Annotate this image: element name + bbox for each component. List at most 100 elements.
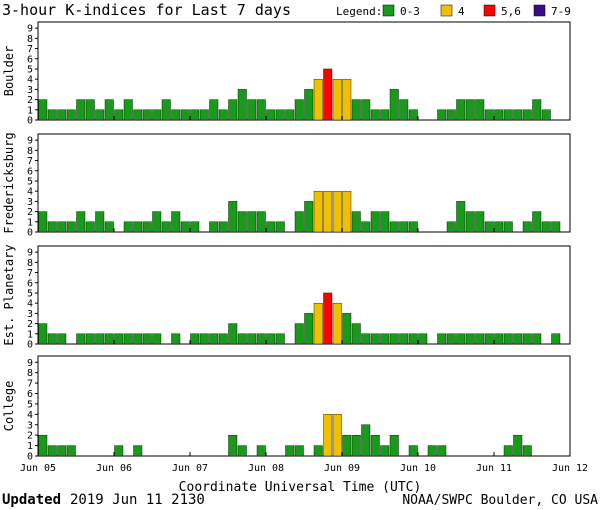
y-tick-label: 1 [27,441,33,452]
k-index-bar [133,109,143,121]
y-tick-label: 4 [27,410,33,421]
y-tick-label: 9 [27,358,33,369]
y-tick-label: 8 [27,258,33,269]
k-index-bar [57,221,67,233]
y-tick-label: 7 [27,156,33,167]
legend-swatch [440,4,453,17]
k-index-bar [123,221,133,233]
k-index-bar [85,333,95,345]
k-index-bar [294,211,304,233]
k-index-bar [494,333,504,345]
k-index-bar [237,89,247,121]
k-index-bar [85,99,95,121]
x-axis: Jun 05 Jun 06 Jun 07 Jun 08 Jun 09 Jun 10 Jun … [20,463,588,474]
k-index-bar [446,109,456,121]
k-index-bar [38,99,48,121]
y-tick-label: 0 [27,340,33,351]
panel-name: Est. Planetary [2,244,16,345]
k-index-bar [228,201,238,233]
k-index-bar [389,434,399,457]
k-index-bar [361,221,371,233]
k-index-bar [218,333,228,345]
panel-frame [37,355,571,457]
k-index-bar [475,333,485,345]
k-index-bar [361,99,371,121]
k-index-bar [342,434,352,457]
k-index-bar [475,211,485,233]
y-tick-label: 3 [27,85,33,96]
k-index-bar [209,333,219,345]
k-index-bar [275,333,285,345]
k-index-bar [541,221,551,233]
k-index-bar [190,109,200,121]
legend-entry: 0-3 [400,5,420,18]
k-index-bar [57,333,67,345]
k-index-bar [152,109,162,121]
k-index-bar [38,211,48,233]
k-index-bar [152,333,162,345]
chart-title: 3-hour K-indices for Last 7 days [2,1,291,19]
k-index-bar [484,109,494,121]
k-index-bar [323,292,333,345]
y-tick-label: 3 [27,197,33,208]
k-index-bar [332,302,342,345]
k-index-bar [446,221,456,233]
y-tick-label: 5 [27,176,33,187]
k-index-bar [532,99,542,121]
k-index-bar [228,434,238,457]
k-index-bar [304,89,314,121]
y-tick-label: 0 [27,116,33,127]
k-index-bar [304,313,314,345]
x-tick-label: Jun 09 [324,463,360,474]
k-index-bar [437,109,447,121]
k-index-bar [532,333,542,345]
y-tick-label: 2 [27,431,33,442]
k-index-bar [218,221,228,233]
k-index-bar [294,445,304,457]
legend-entry: 5,6 [501,5,521,18]
k-index-bar [332,414,342,457]
k-index-bar [76,333,86,345]
k-index-bar [199,333,209,345]
y-tick-label: 9 [27,248,33,259]
k-index-bar [551,221,561,233]
k-index-bar [237,333,247,345]
k-index-bar [47,221,57,233]
y-tick-label: 0 [27,452,33,463]
y-tick-label: 2 [27,207,33,218]
k-index-bar [266,333,276,345]
k-index-bar [190,333,200,345]
k-index-bar [484,333,494,345]
legend-label: Legend: [336,5,382,18]
k-index-bar [313,78,323,121]
k-index-bar [503,333,513,345]
panel-name: College [2,381,16,432]
x-tick-label: Jun 10 [400,463,436,474]
k-index-bar [76,99,86,121]
k-index-bar [342,78,352,121]
k-index-bar [47,445,57,457]
k-index-bar [380,109,390,121]
k-index-bar [465,333,475,345]
k-index-bar [313,302,323,345]
k-index-bar [323,414,333,457]
k-index-bar [228,323,238,345]
k-index-bar [104,221,114,233]
updated-label: Updated [2,492,61,508]
k-index-bar [361,424,371,457]
y-tick-label: 8 [27,368,33,379]
k-index-bar [389,333,399,345]
k-index-bar [142,109,152,121]
k-index-bar [313,190,323,233]
y-tick-label: 8 [27,34,33,45]
k-index-bar [142,221,152,233]
panel-frame [37,245,571,345]
k-index-bar [503,109,513,121]
k-index-bar [47,109,57,121]
y-tick-label: 4 [27,187,33,198]
k-index-bar [323,68,333,121]
k-index-bar [475,99,485,121]
k-index-bar [218,109,228,121]
k-index-bar [133,221,143,233]
